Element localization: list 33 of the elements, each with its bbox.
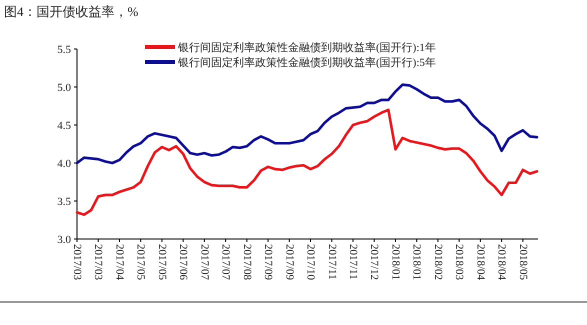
y-tick-label: 3.5 [57,196,72,208]
x-tick-label: 2018/04 [474,244,486,281]
x-tick-label: 2017/03 [92,244,104,281]
x-tick-label: 2018/01 [389,244,402,280]
x-tick-label: 2017/05 [156,244,168,281]
y-tick-label: 5.5 [57,44,72,56]
x-tick-label: 2017/07 [220,244,232,281]
y-tick-label: 4.5 [57,120,72,132]
y-tick-label: 3.0 [57,234,72,246]
x-tick-label: 2017/05 [134,244,147,281]
x-tick-label: 2017/11 [326,244,338,280]
x-tick-label: 2017/06 [177,244,190,281]
y-tick-label: 5.0 [57,82,72,94]
x-tick-label: 2018/03 [453,244,466,281]
x-tick-label: 2017/09 [283,244,296,281]
x-tick-label: 2017/08 [240,244,253,281]
x-tick-label: 2018/01 [410,244,423,280]
y-tick-label: 4.0 [57,158,72,170]
x-tick-label: 2017/12 [368,244,380,280]
line-series [76,83,538,164]
x-tick-label: 2017/03 [71,244,83,281]
x-tick-label: 2017/10 [304,244,317,281]
legend-label: 银行间固定利率政策性金融债到期收益率(国开行):5年 [177,56,436,69]
x-tick-label: 2018/05 [516,244,529,281]
x-tick-label: 2018/02 [432,244,444,280]
x-tick-label: 2018/04 [496,244,508,281]
legend-label: 银行间固定利率政策性金融债到期收益率(国开行):1年 [177,41,436,54]
x-tick-label: 2017/04 [113,244,126,281]
x-tick-label: 2017/09 [262,244,274,281]
chart-title: 图4：国开债收益率，% [4,4,138,19]
x-tick-label: 2017/07 [198,244,210,281]
line-series [76,108,538,216]
x-tick-label: 2017/11 [347,244,359,280]
